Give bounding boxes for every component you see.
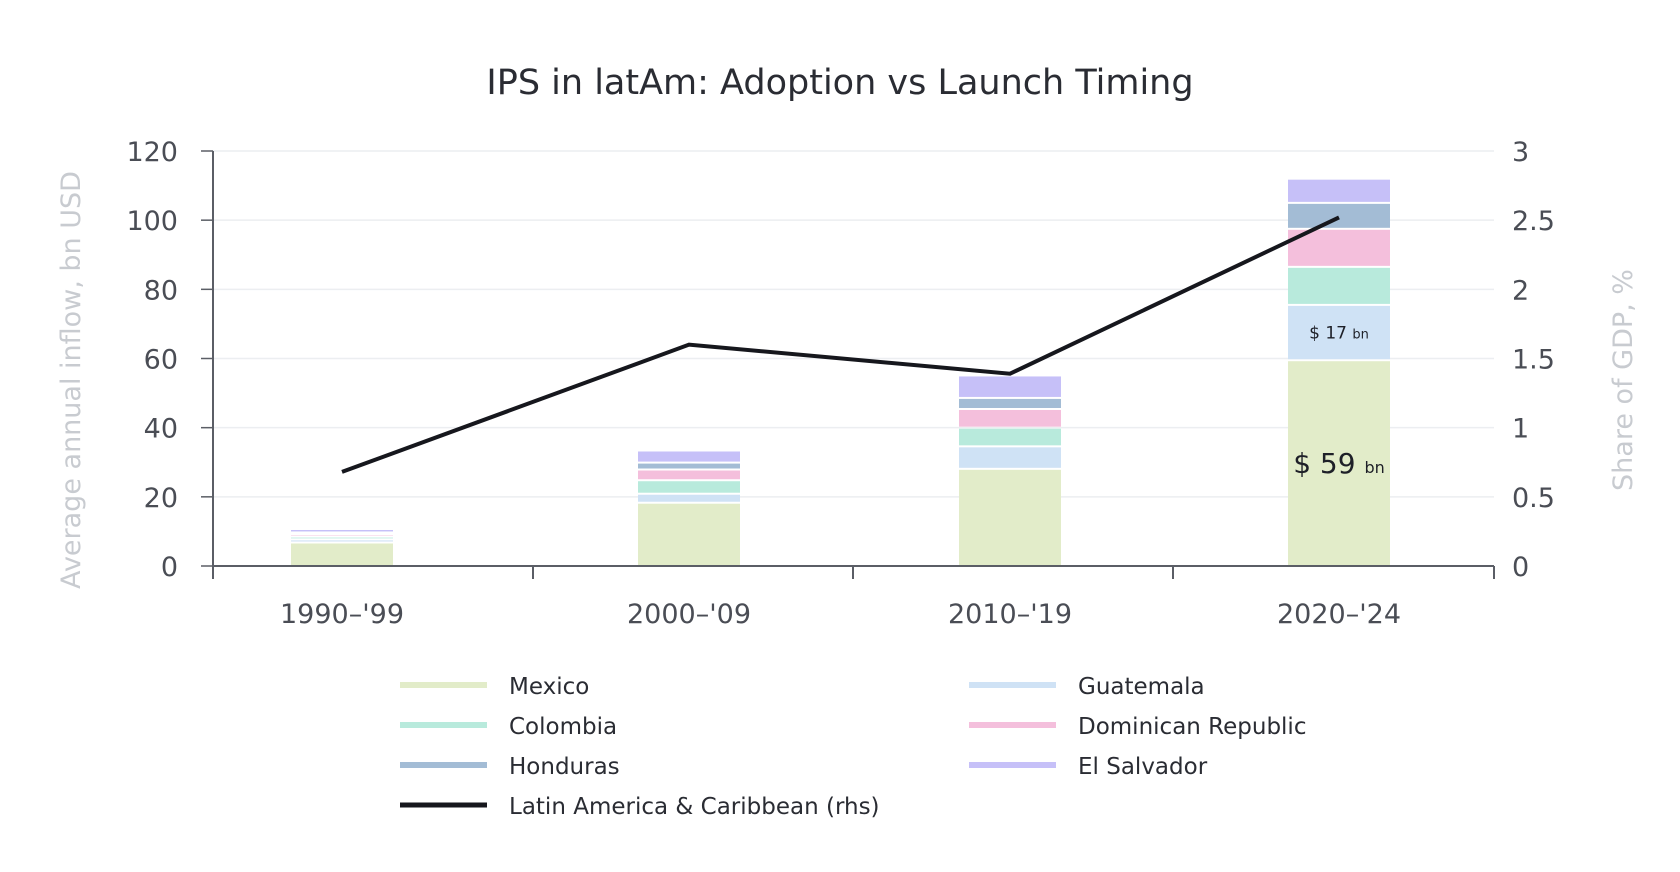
bar-segment xyxy=(638,471,740,480)
x-tick-label: 1990–'99 xyxy=(280,599,404,630)
bars xyxy=(291,180,1390,565)
y2-tick-label: 1 xyxy=(1512,414,1529,445)
bar-value-amount: $ 17 xyxy=(1309,324,1352,344)
legend-item-honduras: Honduras xyxy=(400,754,620,780)
legend-label: Dominican Republic xyxy=(1078,714,1306,740)
bar-segment xyxy=(959,410,1061,427)
bar-segment xyxy=(638,495,740,502)
y-tick-label: 20 xyxy=(144,483,178,514)
legend-item-dominican-republic: Dominican Republic xyxy=(969,714,1306,740)
legend: Mexico Guatemala Colombia Dominican Republi… xyxy=(400,674,1306,820)
bar-segment xyxy=(291,540,393,541)
y-tick-label: 80 xyxy=(144,275,178,306)
y2-tick-label: 2 xyxy=(1512,275,1529,306)
legend-label: Honduras xyxy=(509,754,620,780)
y-tick-label: 60 xyxy=(144,345,178,376)
legend-item-latin-america-caribbean: Latin America & Caribbean (rhs) xyxy=(400,794,880,820)
bar-value-unit: bn xyxy=(1364,458,1384,477)
y2-axis-title: Share of GDP, % xyxy=(1608,269,1639,491)
legend-label: Guatemala xyxy=(1078,674,1205,700)
bar-segment xyxy=(638,504,740,565)
x-tick-label: 2000–'09 xyxy=(627,599,751,630)
y2-tick-label: 0 xyxy=(1512,552,1529,583)
legend-label: Colombia xyxy=(509,714,617,740)
y-tick-label: 100 xyxy=(126,206,178,237)
bar-segment xyxy=(959,470,1061,565)
line-latin-america-caribbean xyxy=(342,217,1339,472)
legend-item-colombia: Colombia xyxy=(400,714,617,740)
bar-value-amount: $ 59 xyxy=(1293,447,1364,480)
line-series xyxy=(342,217,1339,472)
bar-segment xyxy=(638,464,740,469)
x-tick-label: 2020–'24 xyxy=(1277,599,1401,630)
legend-label: Latin America & Caribbean (rhs) xyxy=(509,794,880,820)
legend-label: El Salvador xyxy=(1078,754,1208,780)
bar-segment xyxy=(1288,204,1390,228)
y2-tick-label: 0.5 xyxy=(1512,483,1555,514)
bar-segment xyxy=(1288,268,1390,304)
bar-segment xyxy=(638,481,740,492)
bar-value-unit: bn xyxy=(1352,328,1369,343)
y-tick-label: 40 xyxy=(144,414,178,445)
bar-segment xyxy=(291,530,393,531)
y2-tick-label: 2.5 xyxy=(1512,206,1555,237)
x-tick-label: 2010–'19 xyxy=(948,599,1072,630)
y2-tick-label: 1.5 xyxy=(1512,345,1555,376)
legend-label: Mexico xyxy=(509,674,589,700)
bar-segment xyxy=(959,447,1061,467)
y-tick-label: 120 xyxy=(126,137,178,168)
y-axis-title: Average annual inflow, bn USD xyxy=(56,171,87,589)
bar-segment xyxy=(291,538,393,539)
chart-title: IPS in latAm: Adoption vs Launch Timing xyxy=(486,63,1193,103)
bar-segment xyxy=(959,399,1061,408)
bar-segment xyxy=(1288,180,1390,202)
bar-segment xyxy=(959,376,1061,396)
bar-segment xyxy=(638,451,740,461)
y-tick-label: 0 xyxy=(161,552,178,583)
bar-segment xyxy=(291,543,393,565)
legend-item-mexico: Mexico xyxy=(400,674,589,700)
legend-item-guatemala: Guatemala xyxy=(969,674,1205,700)
y2-tick-label: 3 xyxy=(1512,137,1529,168)
bar-segment xyxy=(959,429,1061,446)
legend-item-el-salvador: El Salvador xyxy=(969,754,1208,780)
